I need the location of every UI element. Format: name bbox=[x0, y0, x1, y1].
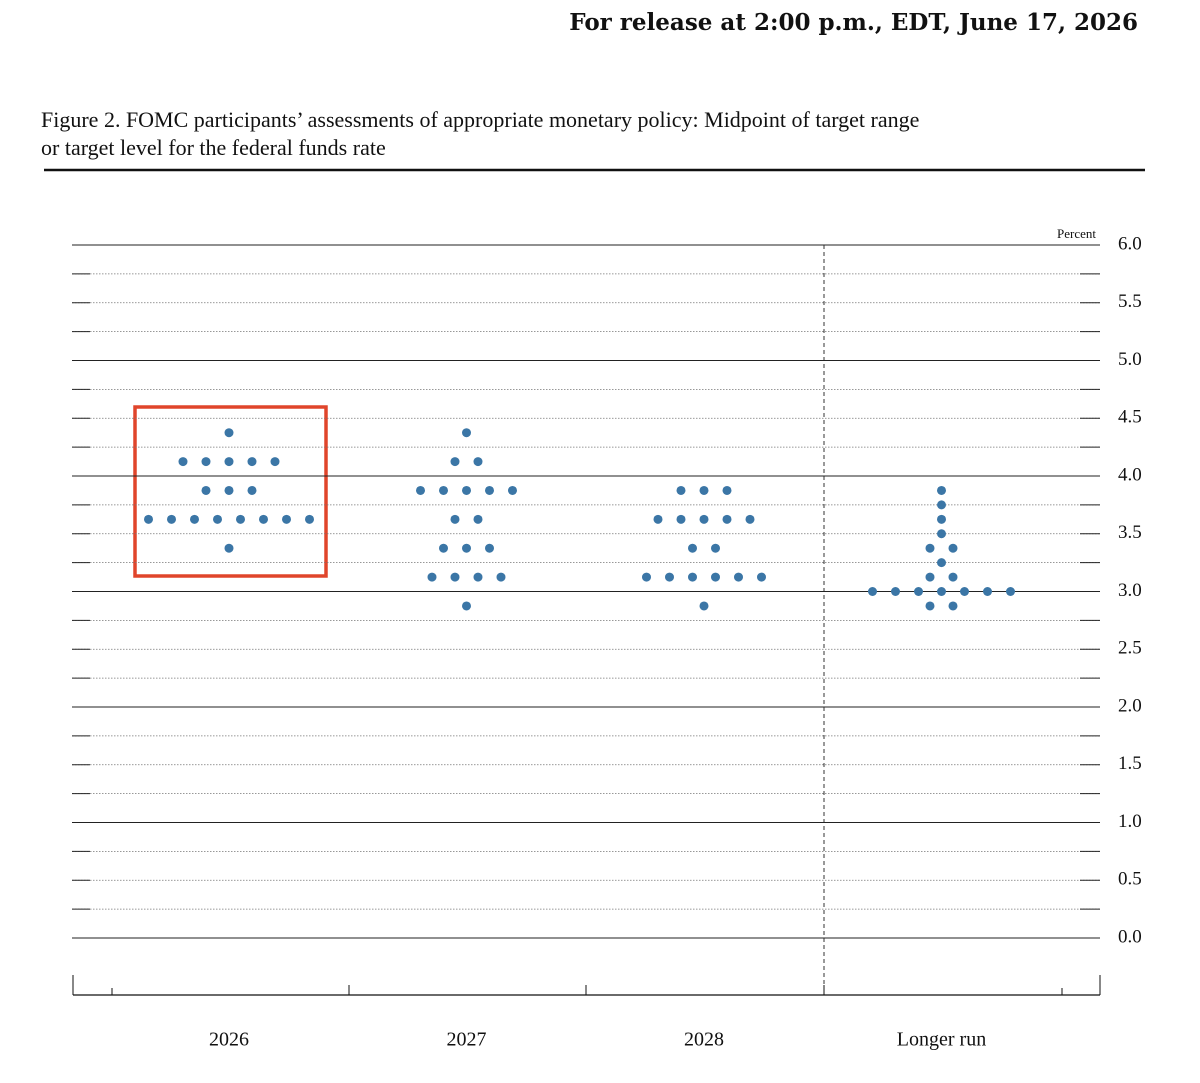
dot bbox=[745, 514, 755, 524]
dot bbox=[688, 543, 697, 553]
chart-title: Figure 2. FOMC participants’ assessments… bbox=[41, 107, 919, 132]
dot bbox=[213, 514, 222, 524]
y-tick-label: 2.5 bbox=[1118, 638, 1142, 659]
y-tick-label: 3.5 bbox=[1118, 522, 1142, 543]
y-tick-label: 5.5 bbox=[1118, 291, 1142, 312]
dot bbox=[201, 457, 211, 467]
dot bbox=[224, 457, 234, 467]
dot bbox=[642, 572, 651, 582]
dot bbox=[665, 572, 674, 582]
dot bbox=[496, 572, 506, 582]
dot bbox=[699, 485, 709, 495]
y-tick-label: 2.0 bbox=[1118, 695, 1142, 716]
dot bbox=[925, 543, 935, 553]
dot bbox=[699, 514, 709, 524]
dot bbox=[236, 514, 245, 524]
dot bbox=[937, 514, 946, 524]
x-axis bbox=[72, 975, 1101, 996]
dot bbox=[473, 457, 483, 467]
dot bbox=[270, 457, 280, 467]
y-tick-label: 4.0 bbox=[1118, 464, 1142, 485]
dot bbox=[439, 543, 448, 553]
dot bbox=[653, 514, 663, 524]
x-tick-label: 2028 bbox=[684, 1029, 724, 1051]
y-tick-label: 5.0 bbox=[1118, 349, 1142, 370]
dot bbox=[485, 543, 494, 553]
dot bbox=[722, 485, 732, 495]
dot bbox=[462, 485, 471, 495]
dot bbox=[167, 514, 176, 524]
dot bbox=[948, 572, 958, 582]
dot bbox=[247, 485, 257, 495]
y-tick-label: 6.0 bbox=[1118, 233, 1142, 254]
dot bbox=[868, 587, 877, 596]
dot bbox=[948, 543, 958, 553]
dot bbox=[699, 601, 709, 611]
dot bbox=[259, 514, 268, 524]
dot bbox=[676, 485, 686, 495]
x-tick-label: Longer run bbox=[897, 1029, 986, 1051]
dot bbox=[676, 514, 686, 524]
dot bbox=[224, 485, 234, 495]
dot bbox=[485, 485, 494, 495]
dot bbox=[734, 572, 743, 582]
dot bbox=[937, 500, 946, 510]
dot bbox=[891, 587, 900, 596]
dot bbox=[722, 514, 732, 524]
y-tick-label: 3.0 bbox=[1118, 580, 1142, 601]
dot bbox=[247, 457, 257, 467]
dot bbox=[925, 572, 935, 582]
dot bbox=[282, 514, 291, 524]
dot bbox=[711, 572, 720, 582]
y-tick-label: 1.5 bbox=[1118, 753, 1142, 774]
y-tick-label: 0.0 bbox=[1118, 926, 1142, 947]
dot bbox=[937, 587, 946, 596]
dot bbox=[190, 514, 199, 524]
dot bbox=[224, 543, 234, 553]
dot bbox=[711, 543, 720, 553]
dot bbox=[144, 514, 153, 524]
dot bbox=[473, 572, 483, 582]
dot bbox=[305, 514, 314, 524]
dot bbox=[439, 485, 448, 495]
dot bbox=[508, 485, 517, 495]
dot bbox=[983, 587, 992, 596]
dot bbox=[462, 543, 471, 553]
dot bbox=[937, 485, 946, 495]
dot bbox=[1006, 587, 1015, 596]
y-tick-label: 0.5 bbox=[1118, 869, 1142, 890]
dot bbox=[462, 428, 471, 438]
dot bbox=[450, 514, 460, 524]
dot bbox=[450, 572, 460, 582]
dot bbox=[960, 587, 969, 596]
dot bbox=[757, 572, 766, 582]
dot bbox=[427, 572, 437, 582]
dot bbox=[462, 601, 471, 611]
dot bbox=[948, 601, 958, 611]
dot bbox=[416, 485, 425, 495]
dot bbox=[937, 529, 946, 539]
y-tick-label: 1.0 bbox=[1118, 811, 1142, 832]
dot bbox=[937, 558, 946, 568]
release-note: For release at 2:00 p.m., EDT, June 17, … bbox=[569, 9, 1138, 36]
x-tick-label: 2027 bbox=[447, 1029, 487, 1051]
dot bbox=[224, 428, 234, 438]
dot bbox=[688, 572, 697, 582]
y-tick-label: 4.5 bbox=[1118, 407, 1142, 428]
x-tick-label: 2026 bbox=[209, 1029, 249, 1051]
dot bbox=[925, 601, 935, 611]
dot bbox=[914, 587, 923, 596]
highlight-box bbox=[133, 405, 328, 578]
dot bbox=[473, 514, 483, 524]
dot bbox=[201, 485, 211, 495]
y-unit: Percent bbox=[1057, 226, 1096, 241]
dot bbox=[178, 457, 188, 467]
dot bbox=[450, 457, 460, 467]
chart-title: or target level for the federal funds ra… bbox=[41, 135, 386, 160]
